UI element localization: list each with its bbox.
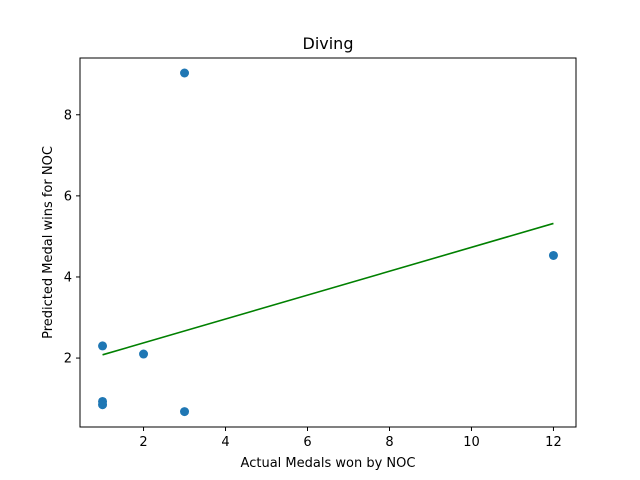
y-tick-label: 8	[64, 108, 72, 123]
y-tick-label: 4	[64, 270, 72, 285]
data-point-5	[180, 68, 190, 78]
x-tick-label: 4	[221, 435, 229, 450]
x-tick-label: 2	[139, 435, 147, 450]
data-point-7	[548, 250, 558, 260]
y-axis-label: Predicted Medal wins for NOC	[41, 146, 56, 339]
data-point-3	[98, 400, 108, 410]
data-point-6	[180, 407, 190, 417]
y-axis: 2 4 6 8	[64, 108, 80, 367]
x-tick-label: 12	[545, 435, 562, 450]
x-axis-label: Actual Medals won by NOC	[241, 456, 416, 471]
x-tick-label: 6	[303, 435, 311, 450]
plot-frame	[79, 57, 577, 428]
x-tick-label: 10	[463, 435, 480, 450]
data-point-1	[98, 341, 108, 351]
y-tick-label: 2	[64, 352, 72, 367]
x-axis: 2 4 6 8 10 12	[139, 427, 562, 450]
y-tick-label: 6	[64, 189, 72, 204]
plot-area	[98, 68, 558, 417]
data-point-4	[139, 349, 149, 359]
chart-title: Diving	[303, 34, 354, 53]
x-tick-label: 8	[385, 435, 393, 450]
fit-line	[102, 222, 554, 356]
